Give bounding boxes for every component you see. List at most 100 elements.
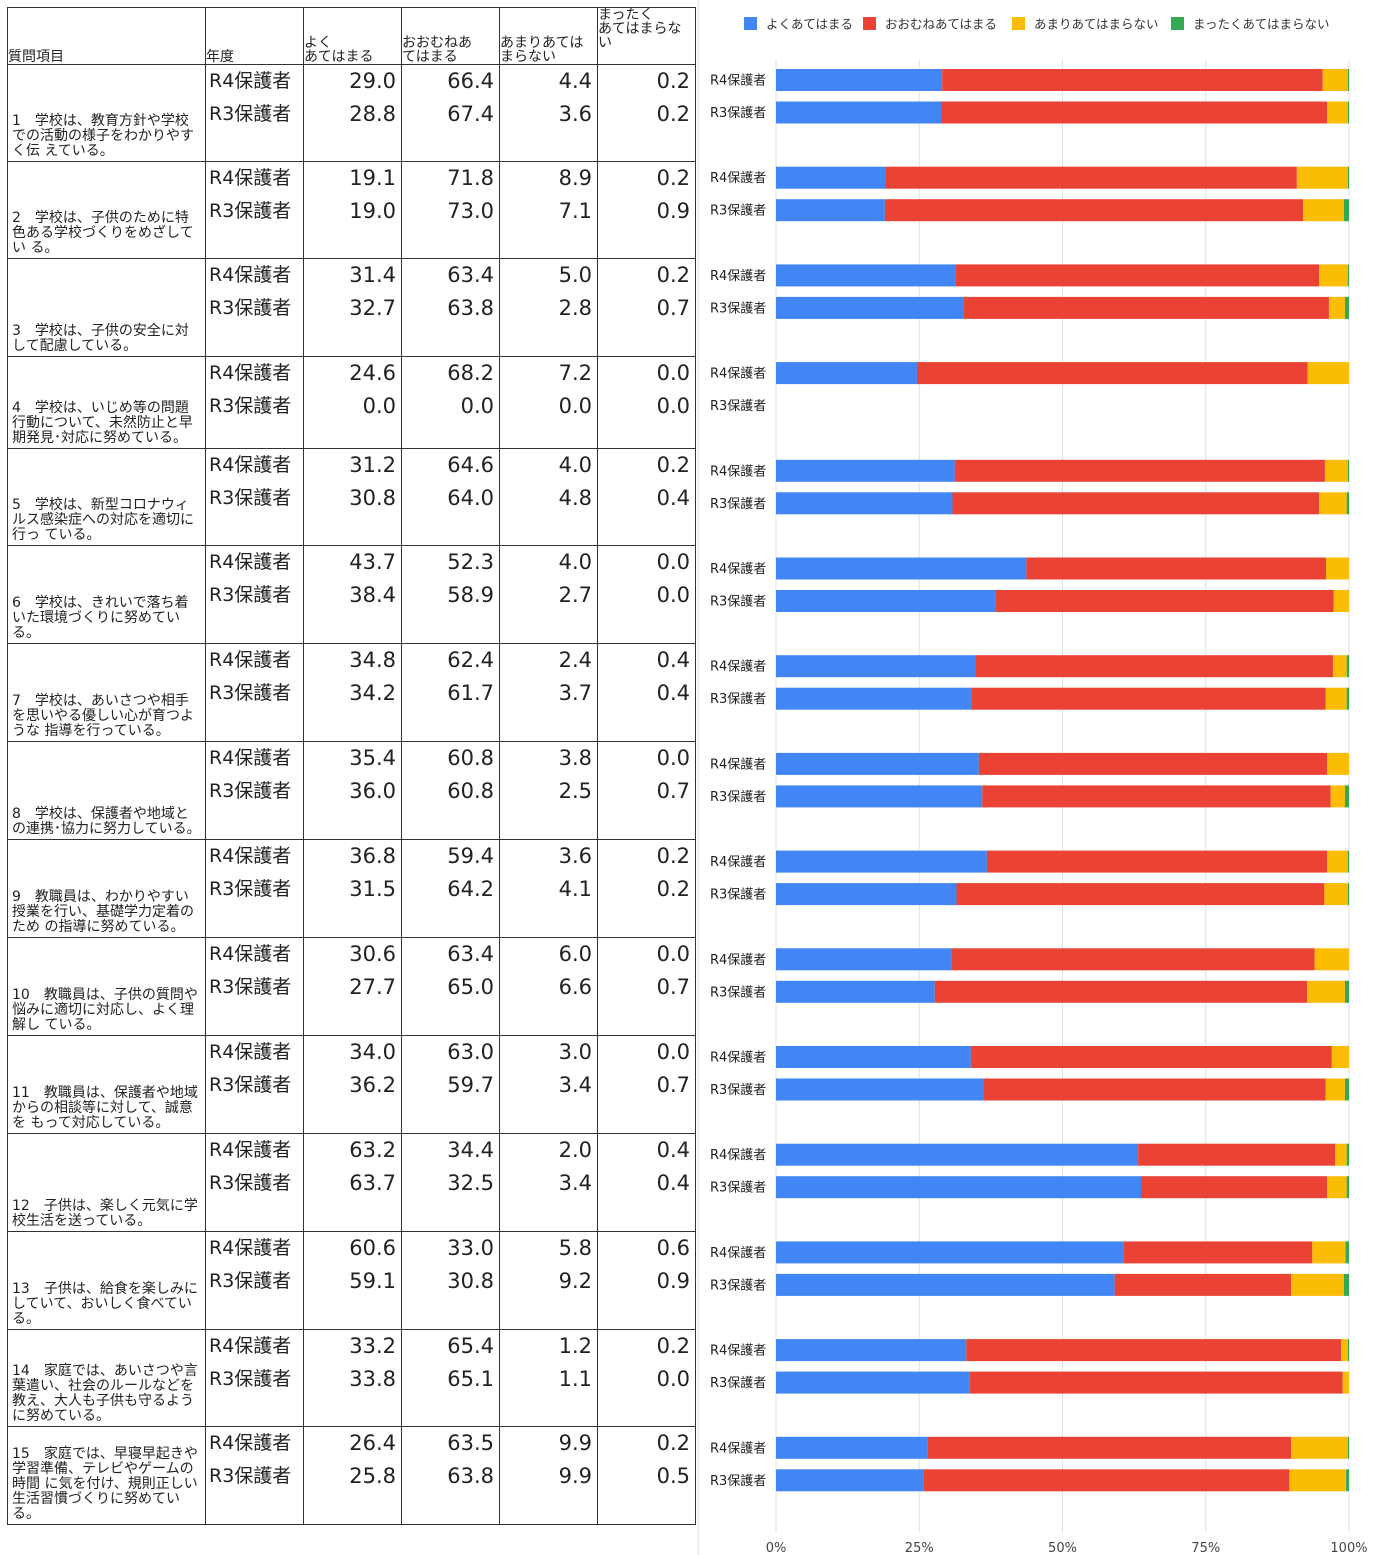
value-cell-strongly-agree: 35.4 36.0 — [303, 741, 402, 840]
bar-segment — [942, 69, 1323, 91]
value-text: 67.4 — [447, 102, 494, 126]
value-text: 19.1 — [349, 166, 396, 190]
bar-segment — [776, 785, 983, 808]
year-cell: R4保護者 R3保護者 — [205, 64, 304, 162]
year-cell: R4保護者 R3保護者 — [205, 643, 304, 742]
value-text: 65.0 — [447, 975, 494, 999]
bar-category-label: R4保護者 — [710, 659, 766, 675]
bar-category-label: R3保護者 — [710, 1180, 766, 1196]
question-text: 4 学校は、いじめ等の問題行動について、未然防止と早期発見･対応に努めている。 — [7, 356, 206, 449]
year-label: R4保護者 — [209, 70, 292, 92]
question-text: 6 学校は、きれいで落ち着いた環境づくりに努めている。 — [7, 545, 206, 644]
bar-segment — [1303, 199, 1344, 222]
year-cell: R4保護者 R3保護者 — [205, 356, 304, 449]
value-cell-strongly-agree: 60.6 59.1 — [303, 1231, 402, 1330]
bar-segment — [884, 199, 1304, 222]
bar-segment — [776, 492, 953, 515]
value-text: 0.2 — [656, 877, 690, 901]
value-text: 64.0 — [447, 486, 494, 510]
value-text: 34.8 — [349, 648, 396, 672]
value-cell-disagree: 2.4 3.7 — [499, 643, 598, 742]
value-text: 1.1 — [558, 1367, 592, 1391]
bar-segment — [1343, 1273, 1349, 1296]
value-cell-agree: 34.4 32.5 — [401, 1133, 500, 1232]
value-cell-disagree: 6.0 6.6 — [499, 937, 598, 1036]
value-cell-strongly-agree: 19.1 19.0 — [303, 161, 402, 259]
question-text: 1 学校は、教育方針や学校での活動の様子をわかりやすく伝 えている。 — [7, 64, 206, 162]
value-cell-strongly-agree: 31.4 32.7 — [303, 258, 402, 357]
value-text: 0.0 — [656, 1040, 690, 1064]
bar-segment — [1331, 1046, 1349, 1068]
bar-segment — [1347, 1436, 1349, 1459]
value-text: 3.7 — [558, 681, 592, 705]
bar-segment — [1330, 785, 1345, 808]
bar-category-label: R3保護者 — [710, 300, 766, 316]
legend-swatch — [863, 17, 876, 30]
bar-segment — [1347, 69, 1349, 91]
year-cell: R4保護者 R3保護者 — [205, 741, 304, 840]
bar-segment — [1346, 1176, 1349, 1199]
value-cell-disagree: 3.8 2.5 — [499, 741, 598, 840]
value-text: 63.2 — [349, 1138, 396, 1162]
value-text: 63.8 — [447, 1464, 494, 1488]
bar-segment — [1344, 980, 1349, 1003]
bar-segment — [1026, 557, 1327, 580]
value-cell-strongly-disagree: 0.2 0.0 — [597, 1329, 696, 1427]
bar-segment — [776, 1371, 970, 1394]
value-text: 0.0 — [656, 394, 690, 418]
value-text: 36.0 — [349, 779, 396, 803]
table-row: 12 子供は、楽しく元気に学校生活を送っている。 R4保護者 R3保護者 63.2 63… — [7, 1133, 696, 1232]
year-cell: R4保護者 R3保護者 — [205, 839, 304, 938]
year-label: R3保護者 — [209, 487, 292, 509]
question-text: 7 学校は、あいさつや相手を思いやる優しい心が育つような 指導を行っている。 — [7, 643, 206, 742]
value-cell-strongly-agree: 30.6 27.7 — [303, 937, 402, 1036]
value-text: 68.2 — [447, 361, 494, 385]
header-strongly-disagree: まったく あてはまらな い — [597, 7, 696, 65]
value-text: 2.4 — [558, 648, 592, 672]
table-header-row: 質問項目 年度 よく あてはまる おおむねあ てはまる あまりあては まらない … — [7, 7, 696, 65]
value-cell-strongly-disagree: 0.2 0.4 — [597, 448, 696, 546]
bar-segment — [776, 1241, 1124, 1264]
value-text: 2.7 — [558, 583, 592, 607]
value-text: 8.9 — [558, 166, 592, 190]
year-label: R3保護者 — [209, 395, 292, 417]
bar-segment — [966, 1339, 1341, 1362]
header-strongly-agree: よく あてはまる — [303, 7, 402, 65]
bar-segment — [776, 199, 885, 222]
value-cell-agree: 63.5 63.8 — [401, 1426, 500, 1525]
value-text: 63.7 — [349, 1171, 396, 1195]
bar-segment — [956, 883, 1325, 906]
x-tick-label: 75% — [1191, 1541, 1220, 1555]
x-axis-ticks: 0% 25% 50% 75% 100% — [766, 1541, 1368, 1555]
bar-category-label: R3保護者 — [710, 398, 766, 414]
value-text: 26.4 — [349, 1431, 396, 1455]
bar-segment — [963, 296, 1329, 319]
question-text: 8 学校は、保護者や地域との連携･協力に努力している。 — [7, 741, 206, 840]
bar-segment — [971, 687, 1326, 710]
bar-category-label: R4保護者 — [710, 170, 766, 186]
bar-segment — [1347, 459, 1349, 482]
value-cell-agree: 64.6 64.0 — [401, 448, 500, 546]
bar-segment — [1344, 785, 1349, 808]
bar-segment — [1123, 1241, 1313, 1264]
value-text: 34.2 — [349, 681, 396, 705]
value-cell-strongly-agree: 63.2 63.7 — [303, 1133, 402, 1232]
bar-segment — [776, 850, 987, 873]
bar-segment — [776, 1046, 971, 1068]
question-text: 14 家庭では、あいさつや言葉遣い、社会のルールなどを教え、大人も子供も守るよう… — [7, 1329, 206, 1427]
value-cell-agree: 60.8 60.8 — [401, 741, 500, 840]
bar-segment — [1291, 1436, 1348, 1459]
bar-category-label: R3保護者 — [710, 594, 766, 610]
bar-segment — [1328, 296, 1345, 319]
value-text: 38.4 — [349, 583, 396, 607]
value-text: 4.1 — [558, 877, 592, 901]
value-cell-strongly-agree: 34.0 36.2 — [303, 1035, 402, 1134]
value-text: 63.4 — [447, 942, 494, 966]
value-cell-strongly-disagree: 0.0 0.7 — [597, 741, 696, 840]
bar-segment — [1291, 1273, 1344, 1296]
value-cell-disagree: 2.0 3.4 — [499, 1133, 598, 1232]
value-text: 0.7 — [656, 975, 690, 999]
value-text: 30.6 — [349, 942, 396, 966]
value-text: 30.8 — [447, 1269, 494, 1293]
bar-category-label: R4保護者 — [710, 756, 766, 772]
